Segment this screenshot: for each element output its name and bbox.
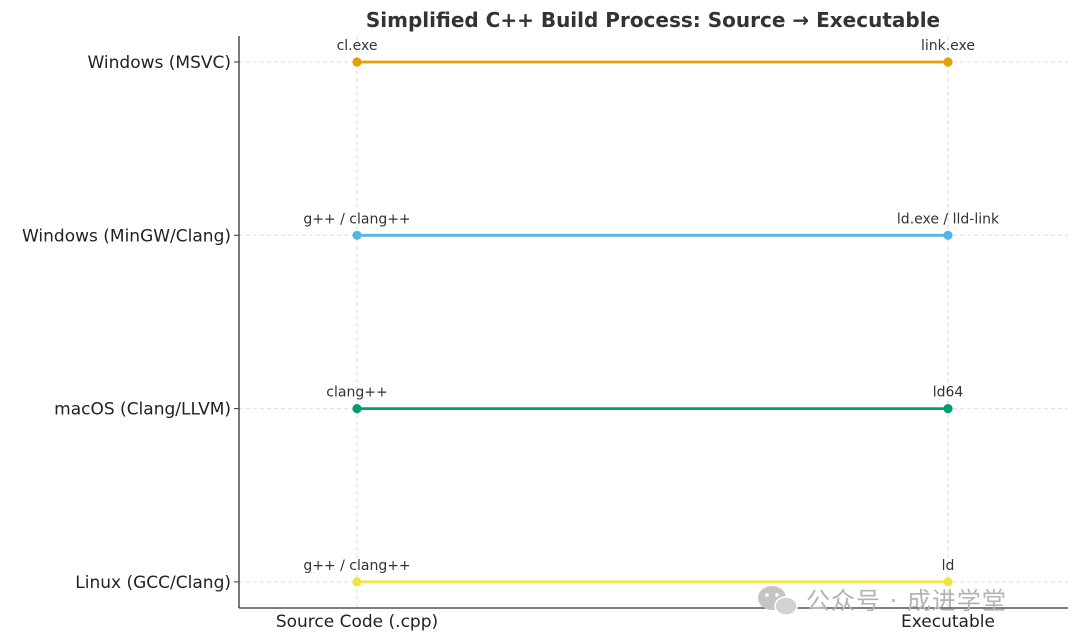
data-label: ld [942, 558, 955, 574]
x-tick-label: Executable [901, 612, 995, 632]
grid [239, 36, 1068, 608]
data-point [943, 230, 953, 240]
data-label: g++ / clang++ [303, 211, 410, 227]
data-label: ld.exe / lld-link [897, 211, 1000, 227]
data-label: cl.exe [337, 38, 378, 54]
data-label: clang++ [326, 385, 387, 401]
series-1: g++ / clang++ ld.exe / lld-link [303, 211, 1000, 240]
y-tick-label: Windows (MSVC) [87, 53, 231, 73]
x-tick-labels: Source Code (.cpp) Executable [276, 612, 995, 632]
data-point [352, 57, 362, 67]
watermark-text: 公众号 · 成进学堂 [806, 587, 1007, 615]
data-point [943, 57, 953, 67]
data-point [352, 404, 362, 414]
y-tick-label: Windows (MinGW/Clang) [22, 226, 231, 246]
watermark: 公众号 · 成进学堂 [758, 586, 1007, 616]
data-point [943, 404, 953, 414]
data-point [352, 230, 362, 240]
series-3: g++ / clang++ ld [303, 558, 954, 587]
data-label: ld64 [933, 385, 964, 401]
chart-title: Simplified C++ Build Process: Source → E… [366, 8, 940, 32]
series-2: clang++ ld64 [326, 385, 963, 414]
series: cl.exe link.exe g++ / clang++ ld.exe / lld-… [303, 38, 1000, 587]
x-tick-label: Source Code (.cpp) [276, 612, 438, 632]
series-0: cl.exe link.exe [337, 38, 975, 67]
y-tick-label: Linux (GCC/Clang) [75, 573, 231, 593]
wechat-icon [758, 586, 798, 616]
data-label: link.exe [921, 38, 975, 54]
y-tick-labels: Windows (MSVC) Windows (MinGW/Clang) macOS… [22, 53, 239, 593]
y-tick-label: macOS (Clang/LLVM) [54, 400, 231, 420]
data-label: g++ / clang++ [303, 558, 410, 574]
data-point [943, 577, 953, 587]
data-point [352, 577, 362, 587]
